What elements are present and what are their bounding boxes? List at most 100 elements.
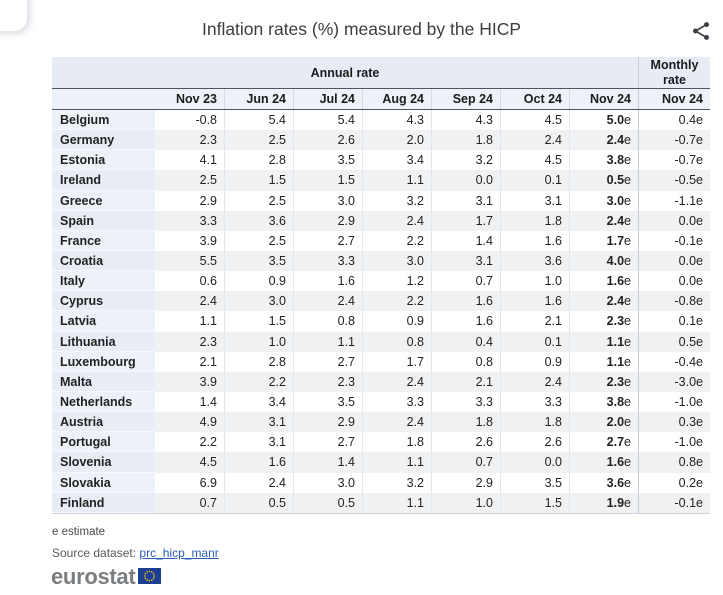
table-row: Lithuania 2.3 1.0 1.1 0.8 0.4 0.1 1.1e 0.5e xyxy=(52,331,710,352)
annual-value-cell: 3.9 xyxy=(155,230,224,251)
annual-nov24-estimate-cell: 5.0e xyxy=(569,110,638,131)
table-row: Malta 3.9 2.2 2.3 2.4 2.1 2.4 2.3e -3.0e xyxy=(52,371,710,392)
column-header: Aug 24 xyxy=(362,89,431,109)
monthly-rate-header: Monthly rate xyxy=(638,57,710,88)
annual-value-cell: 2.7 xyxy=(293,432,362,453)
annual-nov24-estimate-cell: 2.3e xyxy=(569,311,638,332)
annual-value-cell: 1.8 xyxy=(431,412,500,433)
annual-value-cell: 3.1 xyxy=(224,432,293,453)
annual-value-cell: 2.6 xyxy=(431,432,500,453)
annual-value-cell: 1.1 xyxy=(362,170,431,191)
table-body: Belgium -0.8 5.4 5.4 4.3 4.3 4.5 5.0e 0.4e German… xyxy=(52,110,710,514)
annual-value-cell: 1.6 xyxy=(431,291,500,312)
annual-value-cell: 2.5 xyxy=(224,230,293,251)
annual-value-cell: 2.6 xyxy=(293,130,362,151)
annual-value-cell: 2.1 xyxy=(431,371,500,392)
share-icon[interactable] xyxy=(690,20,712,42)
monthly-nov24-estimate-cell: 0.1e xyxy=(638,311,710,332)
country-cell: Belgium xyxy=(52,110,155,131)
annual-value-cell: 5.4 xyxy=(293,110,362,131)
annual-value-cell: 2.4 xyxy=(362,412,431,433)
annual-value-cell: 0.5 xyxy=(293,492,362,513)
annual-value-cell: 3.0 xyxy=(362,250,431,272)
annual-value-cell: 4.1 xyxy=(155,150,224,171)
annual-value-cell: 0.0 xyxy=(500,452,569,473)
monthly-nov24-estimate-cell: -1.1e xyxy=(638,190,710,211)
source-dataset-link[interactable]: prc_hicp_manr xyxy=(139,546,219,560)
annual-value-cell: 2.1 xyxy=(155,351,224,372)
annual-nov24-estimate-cell: 1.6e xyxy=(569,271,638,292)
monthly-nov24-estimate-cell: -1.0e xyxy=(638,391,710,413)
annual-value-cell: 2.9 xyxy=(431,472,500,493)
monthly-nov24-estimate-cell: -0.7e xyxy=(638,130,710,151)
table-row: Cyprus 2.4 3.0 2.4 2.2 1.6 1.6 2.4e -0.8e xyxy=(52,291,710,312)
table-row: Latvia 1.1 1.5 0.8 0.9 1.6 2.1 2.3e 0.1e xyxy=(52,311,710,332)
annual-value-cell: 0.9 xyxy=(500,351,569,372)
annual-value-cell: 0.9 xyxy=(362,311,431,332)
eu-flag-icon xyxy=(135,565,162,589)
annual-value-cell: 3.1 xyxy=(500,190,569,211)
annual-value-cell: 3.0 xyxy=(293,472,362,493)
annual-value-cell: 3.1 xyxy=(431,190,500,211)
source-dataset-label: Source dataset: xyxy=(52,546,137,560)
table-row: Greece 2.9 2.5 3.0 3.2 3.1 3.1 3.0e -1.1e xyxy=(52,190,710,211)
table-row: France 3.9 2.5 2.7 2.2 1.4 1.6 1.7e -0.1e xyxy=(52,230,710,251)
annual-value-cell: 2.3 xyxy=(155,331,224,352)
annual-value-cell: 1.6 xyxy=(431,311,500,332)
annual-value-cell: 1.0 xyxy=(224,331,293,352)
annual-value-cell: 3.2 xyxy=(362,190,431,211)
annual-nov24-estimate-cell: 2.4e xyxy=(569,210,638,231)
annual-value-cell: 1.6 xyxy=(500,291,569,312)
estimate-note: e estimate xyxy=(52,526,106,538)
annual-value-cell: 1.7 xyxy=(431,210,500,231)
monthly-nov24-column-header: Nov 24 xyxy=(638,89,710,109)
annual-value-cell: 2.9 xyxy=(293,412,362,433)
table-row: Italy 0.6 0.9 1.6 1.2 0.7 1.0 1.6e 0.0e xyxy=(52,271,710,292)
annual-value-cell: 0.9 xyxy=(224,271,293,292)
country-cell: Malta xyxy=(52,371,155,392)
annual-value-cell: 2.9 xyxy=(155,190,224,211)
annual-value-cell: 4.9 xyxy=(155,412,224,433)
monthly-nov24-estimate-cell: -0.7e xyxy=(638,150,710,171)
table-column-header-row: Nov 23 Jun 24 Jul 24 Aug 24 Sep 24 Oct 24 Nov … xyxy=(52,89,710,110)
monthly-nov24-estimate-cell: -0.4e xyxy=(638,351,710,372)
annual-value-cell: 3.4 xyxy=(362,150,431,171)
table-row: Germany 2.3 2.5 2.6 2.0 1.8 2.4 2.4e -0.7e xyxy=(52,130,710,151)
column-header: Oct 24 xyxy=(500,89,569,109)
table-row: Spain 3.3 3.6 2.9 2.4 1.7 1.8 2.4e 0.0e xyxy=(52,210,710,231)
table-row: Luxembourg 2.1 2.8 2.7 1.7 0.8 0.9 1.1e -0.4e xyxy=(52,351,710,372)
column-header: Jul 24 xyxy=(293,89,362,109)
column-header: Sep 24 xyxy=(431,89,500,109)
annual-value-cell: 2.2 xyxy=(362,291,431,312)
monthly-nov24-estimate-cell: 0.3e xyxy=(638,412,710,433)
table-group-header-row: Annual rate Monthly rate xyxy=(52,57,710,89)
annual-value-cell: 1.8 xyxy=(362,432,431,453)
annual-nov24-estimate-cell: 2.4e xyxy=(569,291,638,312)
country-cell: Italy xyxy=(52,271,155,292)
annual-value-cell: 1.5 xyxy=(500,492,569,513)
annual-value-cell: 2.1 xyxy=(500,311,569,332)
table-row: Slovenia 4.5 1.6 1.4 1.1 0.7 0.0 1.6e 0.8e xyxy=(52,452,710,473)
annual-value-cell: 1.1 xyxy=(362,492,431,513)
inflation-table: Annual rate Monthly rate Nov 23 Jun 24 Jul… xyxy=(52,57,710,514)
annual-value-cell: 1.1 xyxy=(293,331,362,352)
annual-value-cell: 4.3 xyxy=(362,110,431,131)
annual-value-cell: 4.5 xyxy=(155,452,224,473)
annual-value-cell: 1.0 xyxy=(500,271,569,292)
annual-value-cell: 3.1 xyxy=(431,250,500,272)
annual-value-cell: 2.8 xyxy=(224,150,293,171)
eurostat-logo[interactable]: eurostat xyxy=(51,564,162,590)
table-row: Portugal 2.2 3.1 2.7 1.8 2.6 2.6 2.7e -1.0e xyxy=(52,432,710,453)
annual-nov24-estimate-cell: 2.0e xyxy=(569,412,638,433)
monthly-nov24-estimate-cell: 0.0e xyxy=(638,210,710,231)
annual-value-cell: 1.4 xyxy=(155,391,224,413)
annual-value-cell: 2.4 xyxy=(362,210,431,231)
table-row: Finland 0.7 0.5 0.5 1.1 1.0 1.5 1.9e -0.1e xyxy=(52,492,710,513)
monthly-nov24-estimate-cell: -0.8e xyxy=(638,291,710,312)
country-cell: Estonia xyxy=(52,150,155,171)
country-cell: Spain xyxy=(52,210,155,231)
country-cell: Austria xyxy=(52,412,155,433)
annual-value-cell: 3.5 xyxy=(224,250,293,272)
annual-value-cell: 4.5 xyxy=(500,110,569,131)
annual-value-cell: 3.0 xyxy=(224,291,293,312)
